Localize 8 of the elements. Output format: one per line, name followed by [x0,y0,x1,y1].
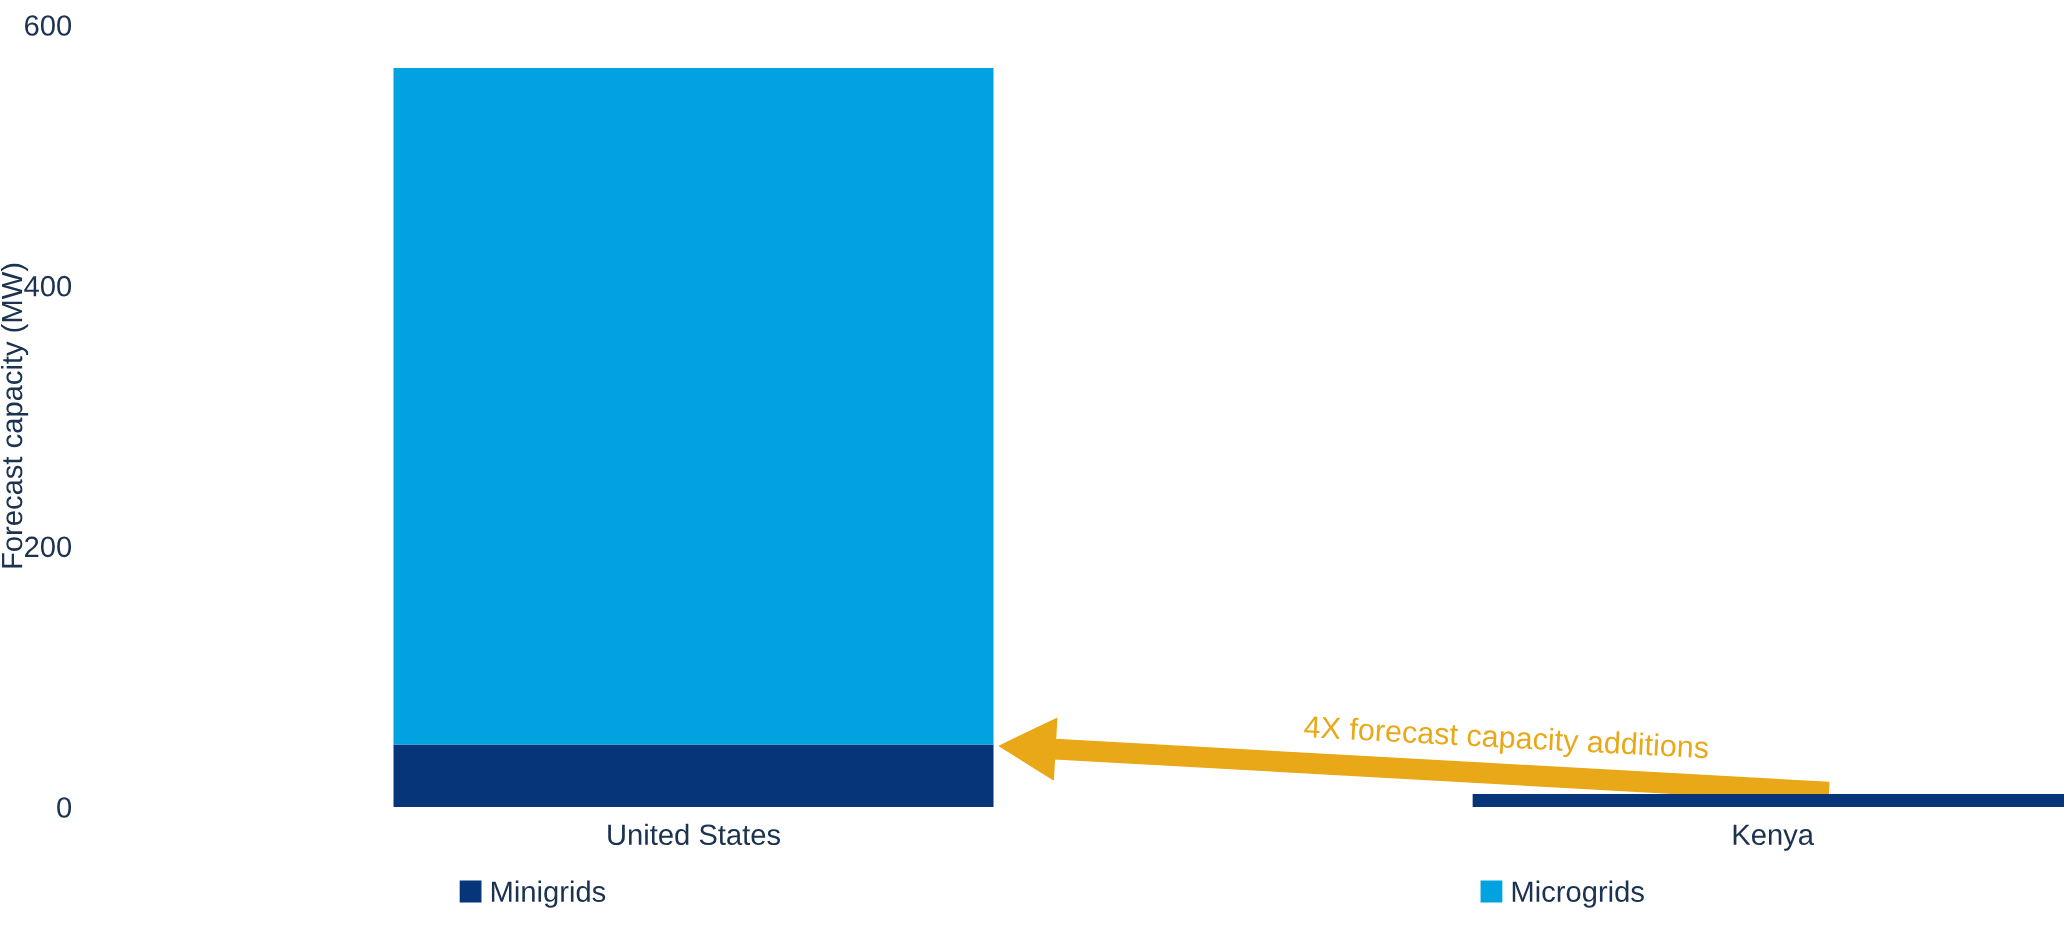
annotation: 4X forecast capacity additions [1303,714,1709,765]
bar [393,68,994,745]
legend-label: Microgrids [1512,880,1644,908]
x-tick-label: United States [608,823,781,846]
legend-label: Minigrids [491,880,606,908]
x-tick-label: Kenya [1733,824,1814,851]
y-tick-label: 600 [25,15,72,36]
y-tick-label: 0 [57,797,72,818]
